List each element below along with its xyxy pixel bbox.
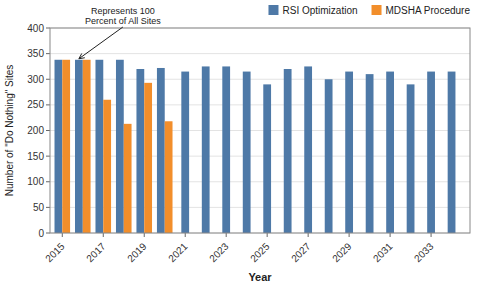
annotation-arrow: [79, 27, 123, 59]
y-tick-label: 50: [33, 202, 45, 213]
bar: [103, 100, 111, 233]
x-tick-label: 2015: [43, 240, 67, 264]
x-tick: [62, 233, 63, 237]
annotation-text: Represents 100Percent of All Sites: [85, 6, 161, 26]
bar: [366, 74, 374, 233]
bar: [427, 72, 435, 233]
y-tick-label: 0: [38, 228, 44, 239]
x-tick-label: 2023: [207, 240, 231, 264]
bars: [55, 60, 456, 233]
bar: [165, 121, 173, 233]
bar: [83, 60, 91, 233]
bar: [124, 124, 132, 233]
x-tick-label: 2029: [330, 240, 354, 264]
y-tick-label: 300: [27, 74, 44, 85]
y-tick-label: 200: [27, 125, 44, 136]
y-tick: [46, 104, 50, 105]
annotation-arrowhead: [79, 53, 85, 58]
y-tick-label: 350: [27, 48, 44, 59]
y-tick: [46, 181, 50, 182]
bar: [136, 69, 144, 233]
y-tick: [46, 28, 50, 29]
bar: [202, 66, 210, 233]
bar: [304, 66, 312, 233]
x-tick: [103, 233, 104, 237]
legend-item: MDSHA Procedure: [372, 5, 471, 16]
grid-line: [50, 53, 470, 54]
bar: [116, 60, 124, 233]
bar: [263, 84, 271, 233]
bar: [222, 66, 230, 233]
bar: [345, 72, 353, 233]
y-tick: [46, 156, 50, 157]
annotation-line: Percent of All Sites: [85, 16, 161, 26]
y-tick: [46, 53, 50, 54]
bar: [144, 83, 152, 233]
x-tick-label: 2017: [84, 240, 108, 264]
bar: [181, 72, 189, 233]
legend-label: RSI Optimization: [282, 5, 357, 16]
bar: [55, 60, 63, 233]
legend-swatch: [268, 5, 278, 15]
y-tick-label: 400: [27, 23, 44, 34]
y-tick-label: 250: [27, 99, 44, 110]
x-tick-label: 2027: [289, 240, 313, 264]
legend: RSI Optimization MDSHA Procedure: [268, 5, 470, 16]
x-tick: [308, 233, 309, 237]
x-tick: [267, 233, 268, 237]
annotation-line: Represents 100: [91, 6, 155, 16]
bar: [448, 72, 456, 233]
y-tick: [46, 233, 50, 234]
bar: [157, 68, 165, 233]
legend-item: RSI Optimization: [268, 5, 357, 16]
x-tick-label: 2019: [125, 240, 149, 264]
bar: [62, 60, 70, 233]
y-axis-label: Number of "Do Nothing" Sites: [4, 65, 15, 197]
legend-label: MDSHA Procedure: [386, 5, 471, 16]
x-tick: [144, 233, 145, 237]
x-tick: [390, 233, 391, 237]
x-tick: [349, 233, 350, 237]
x-tick-label: 2025: [248, 240, 272, 264]
x-tick: [185, 233, 186, 237]
bar: [284, 69, 292, 233]
y-tick: [46, 130, 50, 131]
bar: [95, 60, 103, 233]
bar: [407, 84, 415, 233]
x-tick: [226, 233, 227, 237]
y-tick: [46, 207, 50, 208]
grid-line: [50, 79, 470, 80]
plot-frame: [50, 28, 470, 233]
x-tick-label: 2021: [166, 240, 190, 264]
bar: [75, 60, 83, 233]
x-tick: [431, 233, 432, 237]
x-tick-label: 2031: [371, 240, 395, 264]
bar: [325, 79, 333, 233]
y-tick-label: 100: [27, 176, 44, 187]
bar: [243, 72, 251, 233]
chart: 0 50 100 150 200 250 300 350 400 2015 2017 2019 2021…: [0, 0, 480, 287]
y-tick: [46, 79, 50, 80]
y-tick-label: 150: [27, 151, 44, 162]
bar: [386, 72, 394, 233]
x-tick-label: 2033: [412, 240, 436, 264]
legend-swatch: [372, 5, 382, 15]
x-axis-label: Year: [248, 271, 272, 283]
